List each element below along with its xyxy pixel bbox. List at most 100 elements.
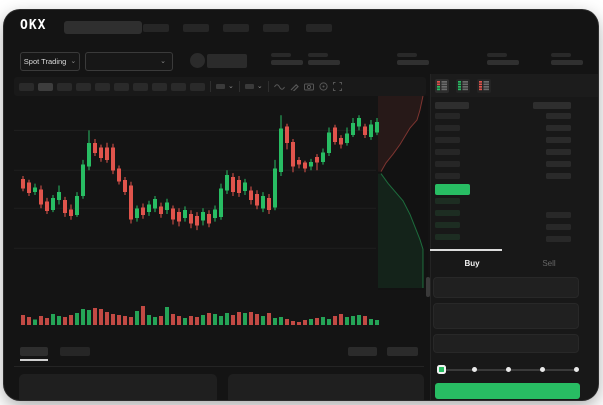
volume-bar: [39, 316, 43, 325]
volume-bar: [261, 316, 265, 325]
ask-price-cell[interactable]: [435, 161, 460, 167]
overlay-dropdown[interactable]: ⌄: [244, 83, 263, 90]
candle-body: [309, 161, 313, 167]
pencil-icon[interactable]: [290, 82, 299, 91]
interval-pill[interactable]: [19, 82, 34, 91]
nav-item[interactable]: [183, 24, 209, 32]
volume-bar: [129, 317, 133, 325]
interval-pill[interactable]: [114, 82, 129, 91]
bids-only-toggle-icon[interactable]: [456, 79, 470, 93]
volume-bar: [237, 312, 241, 325]
target-icon[interactable]: [319, 82, 328, 91]
candle-body: [45, 201, 49, 212]
candle-body: [213, 209, 217, 218]
slider-stop[interactable]: [540, 367, 545, 372]
amount-input[interactable]: [433, 303, 579, 329]
interval-pill[interactable]: [95, 82, 110, 91]
bottom-action-pill[interactable]: [387, 347, 418, 356]
interval-pill[interactable]: [57, 82, 72, 91]
bottom-tab-history[interactable]: [60, 347, 90, 356]
tab-sell[interactable]: Sell: [542, 259, 556, 268]
interval-pill[interactable]: [76, 82, 91, 91]
volume-bar: [81, 309, 85, 325]
tab-buy[interactable]: Buy: [464, 259, 480, 268]
asks-only-toggle-icon[interactable]: [477, 79, 491, 93]
orderbook-header-price: [435, 102, 469, 109]
volume-bar: [177, 316, 181, 325]
bottom-action-pill[interactable]: [348, 347, 377, 356]
wave-icon[interactable]: [273, 82, 285, 91]
volume-bar: [369, 318, 373, 325]
interval-pill[interactable]: [190, 82, 205, 91]
volume-bar: [201, 314, 205, 325]
volume-bar: [303, 320, 307, 325]
interval-pill[interactable]: [171, 82, 186, 91]
candle-body: [177, 212, 181, 222]
orderbook-view-toggles: [435, 79, 491, 93]
volume-bar: [117, 314, 121, 325]
active-tab-indicator: [430, 249, 502, 251]
order-history-panel: [228, 374, 424, 400]
volume-bar: [273, 317, 277, 325]
slider-stop[interactable]: [472, 367, 477, 372]
volume-bar: [63, 317, 67, 325]
panel-resize-handle[interactable]: [426, 277, 430, 297]
ask-price-cell[interactable]: [435, 113, 460, 119]
volume-bar: [357, 314, 361, 325]
bid-price-cell[interactable]: [435, 210, 460, 216]
nav-item[interactable]: [143, 24, 169, 32]
toolbar-divider: [238, 81, 240, 92]
combined-book-toggle-icon[interactable]: [435, 79, 449, 93]
volume-bar: [363, 316, 367, 325]
price-input[interactable]: [433, 277, 579, 298]
nav-item[interactable]: [306, 24, 332, 32]
bid-price-cell[interactable]: [435, 198, 460, 204]
bid-price-cell[interactable]: [435, 222, 460, 228]
camera-icon[interactable]: [303, 82, 314, 91]
stat-label-placeholder: [308, 53, 328, 57]
indicator-dropdown[interactable]: ⌄: [216, 83, 234, 90]
volume-bar: [279, 317, 283, 325]
volume-bar: [165, 306, 169, 325]
volume-bar: [345, 317, 349, 325]
expand-icon[interactable]: [332, 82, 342, 91]
stat-value-placeholder: [308, 60, 340, 65]
ask-price-cell[interactable]: [435, 125, 460, 131]
chart-toolbar: ⌄ ⌄: [14, 77, 426, 96]
buy-submit-button[interactable]: [435, 383, 580, 399]
trading-app-window: OKX Spot Trading ⌄ ⌄ ⌄ ⌄: [4, 10, 598, 400]
total-input[interactable]: [433, 334, 579, 353]
candle-body: [267, 197, 271, 211]
stat-label-placeholder: [397, 53, 417, 57]
bottom-tab-orders[interactable]: [20, 347, 48, 356]
pair-selector[interactable]: ⌄: [85, 52, 173, 71]
ask-amount-cell: [546, 173, 571, 179]
nav-item[interactable]: [223, 24, 249, 32]
interval-pill[interactable]: [38, 82, 53, 91]
ask-price-cell[interactable]: [435, 149, 460, 155]
candle-body: [27, 182, 31, 194]
volume-bar: [93, 308, 97, 325]
bid-price-cell[interactable]: [435, 234, 460, 240]
interval-pill[interactable]: [133, 82, 148, 91]
stat-value-placeholder: [271, 60, 303, 65]
slider-handle[interactable]: [437, 365, 446, 374]
candle-body: [201, 212, 205, 221]
market-type-selector[interactable]: Spot Trading ⌄: [20, 52, 80, 71]
stat-label-placeholder: [271, 53, 291, 57]
volume-bar: [189, 316, 193, 325]
candle-body: [315, 157, 319, 163]
ask-amount-cell: [546, 125, 571, 131]
nav-item[interactable]: [263, 24, 289, 32]
slider-stop[interactable]: [574, 367, 579, 372]
search-input[interactable]: [64, 21, 142, 34]
orderbook-last-price[interactable]: [435, 184, 470, 195]
ask-price-cell[interactable]: [435, 173, 460, 179]
ask-price-cell[interactable]: [435, 137, 460, 143]
candle-body: [93, 142, 97, 154]
volume-bar: [267, 313, 271, 325]
candle-body: [183, 210, 187, 218]
interval-pill[interactable]: [152, 82, 167, 91]
slider-stop[interactable]: [506, 367, 511, 372]
candle-body: [249, 190, 253, 200]
